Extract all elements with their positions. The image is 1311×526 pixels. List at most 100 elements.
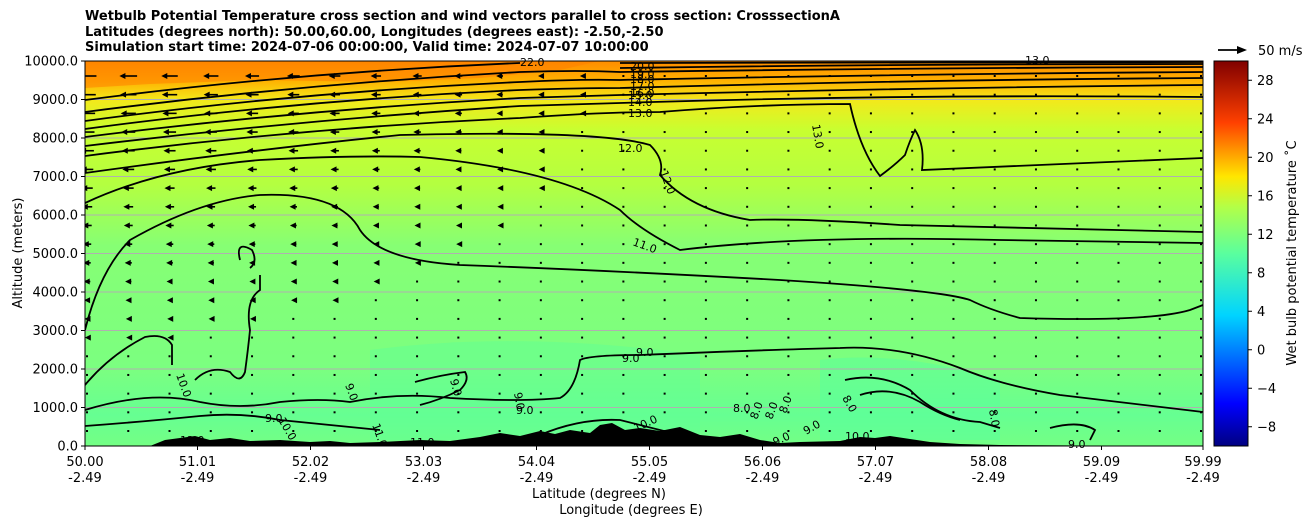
wind-vector [911, 187, 914, 190]
colorbar-tick-label: 8 [1257, 266, 1265, 281]
wind-vector [1200, 131, 1202, 134]
chart-title-line-1: Wetbulb Potential Temperature cross sect… [85, 9, 840, 24]
wind-vector-head [166, 278, 173, 285]
wind-vector-head [413, 147, 420, 154]
wind-vector-head [287, 91, 294, 98]
wind-vector [1158, 93, 1161, 96]
wind-vector [622, 112, 625, 115]
wind-vector-head [125, 297, 132, 304]
wind-vector [787, 411, 790, 414]
wind-vector [869, 112, 872, 115]
wind-vector [539, 243, 542, 246]
wind-vector [1117, 75, 1120, 77]
wind-vector-head [163, 166, 170, 173]
wind-vector [1158, 243, 1161, 246]
wind-vector [333, 317, 336, 320]
wind-vector-head [580, 110, 587, 117]
wind-vector-head [245, 110, 252, 117]
colorbar-tick-label: −8 [1257, 420, 1276, 435]
wind-vector-head [206, 203, 213, 210]
wind-vector [1200, 261, 1202, 264]
wind-vector-head [372, 222, 379, 229]
wind-vector [333, 373, 336, 376]
wind-vector [1117, 280, 1120, 283]
wind-vector [704, 224, 707, 227]
wind-vector-head [329, 129, 336, 136]
wind-vector [663, 75, 666, 77]
wind-vector [911, 131, 914, 134]
wind-vector-head [454, 91, 461, 98]
wind-vector [952, 112, 955, 115]
wind-vector [1076, 112, 1079, 115]
wind-vector [1158, 168, 1161, 171]
x-tick-label-lat: 56.06 [744, 455, 781, 470]
wind-vector-head [121, 147, 128, 154]
wind-vector [911, 149, 914, 152]
wind-vector [952, 430, 955, 432]
wind-vector [663, 430, 666, 432]
wind-vector-head [291, 297, 298, 304]
wind-vector [869, 168, 872, 171]
wind-vector [746, 373, 749, 376]
wind-vector [416, 280, 419, 283]
wind-vector [168, 355, 171, 358]
wind-vector [1076, 373, 1079, 376]
wind-vector [1117, 392, 1120, 395]
wind-vector-head [538, 185, 545, 192]
colorbar-tick-label: 28 [1257, 74, 1274, 89]
x-axis-label: Latitude (degrees N) [532, 487, 666, 502]
wind-vector [539, 317, 542, 320]
wind-vector [663, 392, 666, 395]
wind-vector [457, 430, 460, 432]
wind-vector [539, 299, 542, 302]
contour-label: 16.0 [630, 87, 655, 100]
wind-vector [1076, 187, 1079, 190]
wind-vector [828, 336, 831, 339]
wind-vector [746, 280, 749, 283]
wind-vector [86, 430, 88, 432]
wind-vector [1076, 336, 1079, 339]
colorbar-tick-label: 20 [1257, 151, 1274, 166]
wind-vector-head [166, 259, 173, 266]
x-tick-label-lon: -2.49 [633, 471, 667, 486]
wind-vector-head [329, 110, 336, 117]
wind-vector-head [538, 73, 545, 79]
wind-vector [993, 149, 996, 152]
contour-label: 11.0 [410, 436, 435, 449]
wind-vector [787, 131, 790, 134]
chart-title-line-2: Latitudes (degrees north): 50.00,60.00, … [85, 24, 664, 40]
wind-vector [1200, 355, 1202, 358]
wind-vector-head [167, 334, 174, 341]
wind-vector-head [414, 222, 421, 229]
wind-vector [993, 299, 996, 302]
wind-vector [869, 75, 872, 77]
wind-vector-head [85, 334, 91, 341]
wind-vector [292, 430, 295, 432]
wind-vector-head [330, 185, 337, 192]
wind-vector-head [412, 91, 419, 98]
wind-vector [581, 131, 584, 134]
wind-vector [787, 261, 790, 264]
wind-vector [209, 392, 212, 395]
wind-vector [1117, 373, 1120, 376]
wind-vector-head [85, 222, 89, 229]
wind-vector [1117, 355, 1120, 358]
wind-vector [539, 373, 542, 376]
wind-vector-head [204, 110, 211, 117]
wind-vector [1117, 411, 1120, 414]
wind-vector-head [330, 147, 337, 154]
contour-label: 22.0 [520, 56, 545, 69]
wind-vector-head [538, 147, 545, 154]
wind-vector [292, 336, 295, 339]
wind-vector-head [329, 91, 336, 98]
wind-vector [828, 280, 831, 283]
wind-vector [457, 373, 460, 376]
grid-lines [85, 99, 1203, 408]
wind-vector-head [208, 297, 215, 304]
wind-vector-head [249, 259, 256, 266]
wind-vector [622, 187, 625, 190]
x-axis: 50.00-2.4951.01-2.4952.02-2.4953.03-2.49… [66, 446, 1222, 486]
wind-vector-head [122, 185, 129, 192]
wind-vector [1076, 261, 1079, 264]
wind-vector [993, 317, 996, 320]
